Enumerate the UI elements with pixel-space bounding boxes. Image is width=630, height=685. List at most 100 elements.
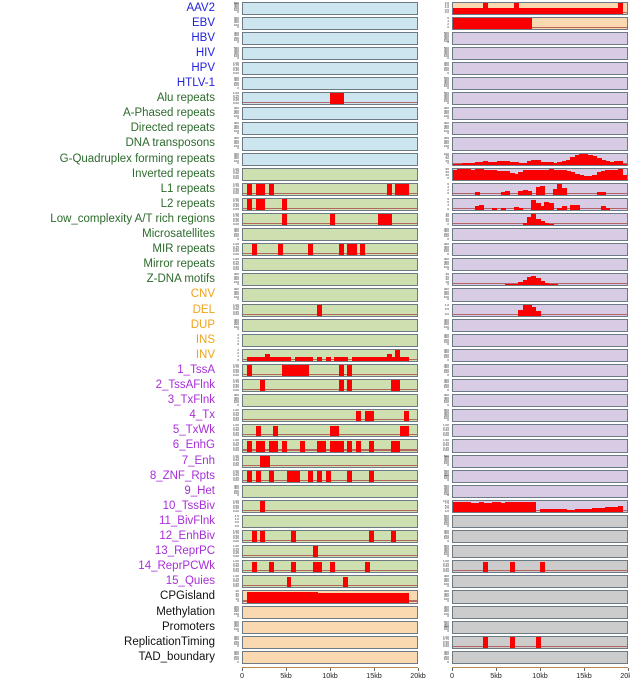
- track-right-14-reprpcwk: [452, 560, 628, 574]
- data-bar: [286, 365, 292, 377]
- data-bar: [600, 170, 606, 180]
- data-bar: [360, 244, 366, 256]
- data-bar: [395, 440, 401, 452]
- data-bar: [369, 531, 375, 543]
- y-tick-label: 0.50: [442, 443, 449, 448]
- data-bar: [479, 502, 485, 512]
- track-data-series: [243, 561, 417, 573]
- y-tick-label: 1.00: [442, 559, 449, 564]
- data-bar: [334, 357, 340, 361]
- y-tick-label: 100: [233, 400, 239, 405]
- data-bar: [321, 592, 327, 603]
- y-tick-label: 200: [443, 594, 449, 599]
- y-tick-label: 0.00: [232, 508, 239, 513]
- y-tick-label: 500: [443, 513, 449, 518]
- y-tick-label: 400: [443, 485, 449, 490]
- data-bar: [574, 174, 580, 180]
- data-bar: [382, 592, 388, 603]
- y-tick-label: 200: [443, 489, 449, 494]
- right-panel: 2.0 1.5 1.0 0.5 0.0 6 4 2 0 500 400 300 200 100 0 500 40…: [428, 0, 630, 679]
- track-left-5-txwk: [242, 424, 418, 438]
- track-right-8-znf-rpts: [452, 469, 628, 483]
- track-right-hbv: [452, 31, 628, 45]
- y-tick-label: 0: [447, 131, 449, 136]
- y-tick-label: 0.75: [232, 380, 239, 385]
- y-tick-label: 200: [443, 367, 449, 372]
- data-bar: [330, 93, 335, 105]
- y-tick-group: 400 300 200 100 0: [218, 152, 239, 166]
- data-bar: [316, 440, 322, 452]
- y-tick-label: 0: [447, 357, 449, 362]
- y-tick-label: 0.25: [232, 430, 239, 435]
- data-bar: [316, 357, 322, 361]
- y-tick-label: 40: [445, 211, 449, 216]
- y-tick-label: 100: [233, 611, 239, 616]
- track-data-series: [453, 199, 627, 210]
- track-baseline: [243, 509, 417, 511]
- data-bar: [286, 470, 292, 482]
- data-bar: [613, 161, 619, 165]
- data-bar: [325, 470, 331, 482]
- x-tick-label: 0: [240, 670, 244, 680]
- y-tick-label: 200: [443, 36, 449, 41]
- data-bar: [622, 163, 627, 165]
- y-tick-label: 300: [443, 229, 449, 234]
- data-bar: [618, 2, 624, 14]
- y-tick-group: 400 300 200 100 0: [218, 620, 239, 634]
- y-tick-label: 1.00: [232, 196, 239, 201]
- y-tick-group: 400 300 200 100 0: [428, 590, 449, 603]
- data-bar: [295, 357, 301, 361]
- data-bar: [461, 168, 467, 180]
- y-tick-label: 0.25: [442, 430, 449, 435]
- track-baseline: [453, 26, 627, 28]
- y-tick-label: 0.75: [442, 440, 449, 445]
- data-bar: [308, 357, 314, 361]
- y-tick-label: 0.00: [232, 538, 239, 543]
- data-bar: [574, 155, 580, 165]
- y-tick-label: 1.00: [232, 468, 239, 473]
- y-tick-group: 500 400 300 200 100 0: [428, 544, 449, 558]
- y-tick-label: 0.00: [232, 448, 239, 453]
- data-bar: [509, 173, 515, 180]
- y-tick-label: 400: [233, 30, 239, 35]
- y-tick-label: 0.00: [232, 176, 239, 181]
- y-tick-label: 100: [443, 627, 449, 632]
- data-bar: [531, 307, 537, 316]
- data-bar: [553, 169, 558, 180]
- y-tick-label: 0.50: [442, 428, 449, 433]
- data-bar: [496, 502, 502, 512]
- y-tick-label: 0.50: [232, 548, 239, 553]
- x-tick-label: 5kb: [280, 670, 292, 680]
- y-tick-label: 0: [447, 538, 449, 543]
- data-bar: [540, 221, 545, 226]
- y-tick-label: 100: [443, 461, 449, 466]
- y-tick-group: 500 400 300 200 100 0: [428, 76, 449, 90]
- y-tick-group: 1.00 0.75 0.50 0.25 0.00: [218, 258, 239, 271]
- data-bar: [351, 592, 357, 603]
- data-bar: [570, 157, 576, 165]
- y-tick-label: 100: [443, 355, 449, 360]
- data-bar: [264, 455, 270, 467]
- y-tick-label: 2.5: [444, 506, 449, 511]
- y-tick-label: 0.50: [442, 564, 449, 569]
- data-bar: [609, 8, 615, 14]
- y-tick-group: 1.00 0.75 0.50 0.25 0.00: [428, 424, 449, 437]
- y-tick-label: 200: [233, 51, 239, 56]
- data-bar: [613, 506, 619, 512]
- y-tick-group: 500 400 300 200 100 0: [428, 31, 449, 45]
- data-bar: [526, 191, 532, 195]
- y-tick-label: 100: [443, 264, 449, 269]
- y-tick-label: 0.00: [442, 448, 449, 453]
- data-bar: [522, 304, 528, 316]
- y-tick-label: 100: [233, 491, 239, 496]
- y-tick-label: 1.00: [232, 91, 239, 96]
- y-tick-group: 400 300 200 100 0: [428, 61, 449, 75]
- left-panel-x-axis: 0 5kb 10kb 15kb 20kb: [240, 666, 426, 685]
- y-tick-label: 0.00: [232, 206, 239, 211]
- y-tick-label: 0.25: [232, 566, 239, 571]
- y-tick-label: 0: [447, 614, 449, 619]
- y-tick-group: 400 300 200 100 0: [428, 258, 449, 271]
- y-tick-label: 0.75: [232, 184, 239, 189]
- data-bar: [382, 357, 388, 361]
- track-baseline: [243, 207, 417, 209]
